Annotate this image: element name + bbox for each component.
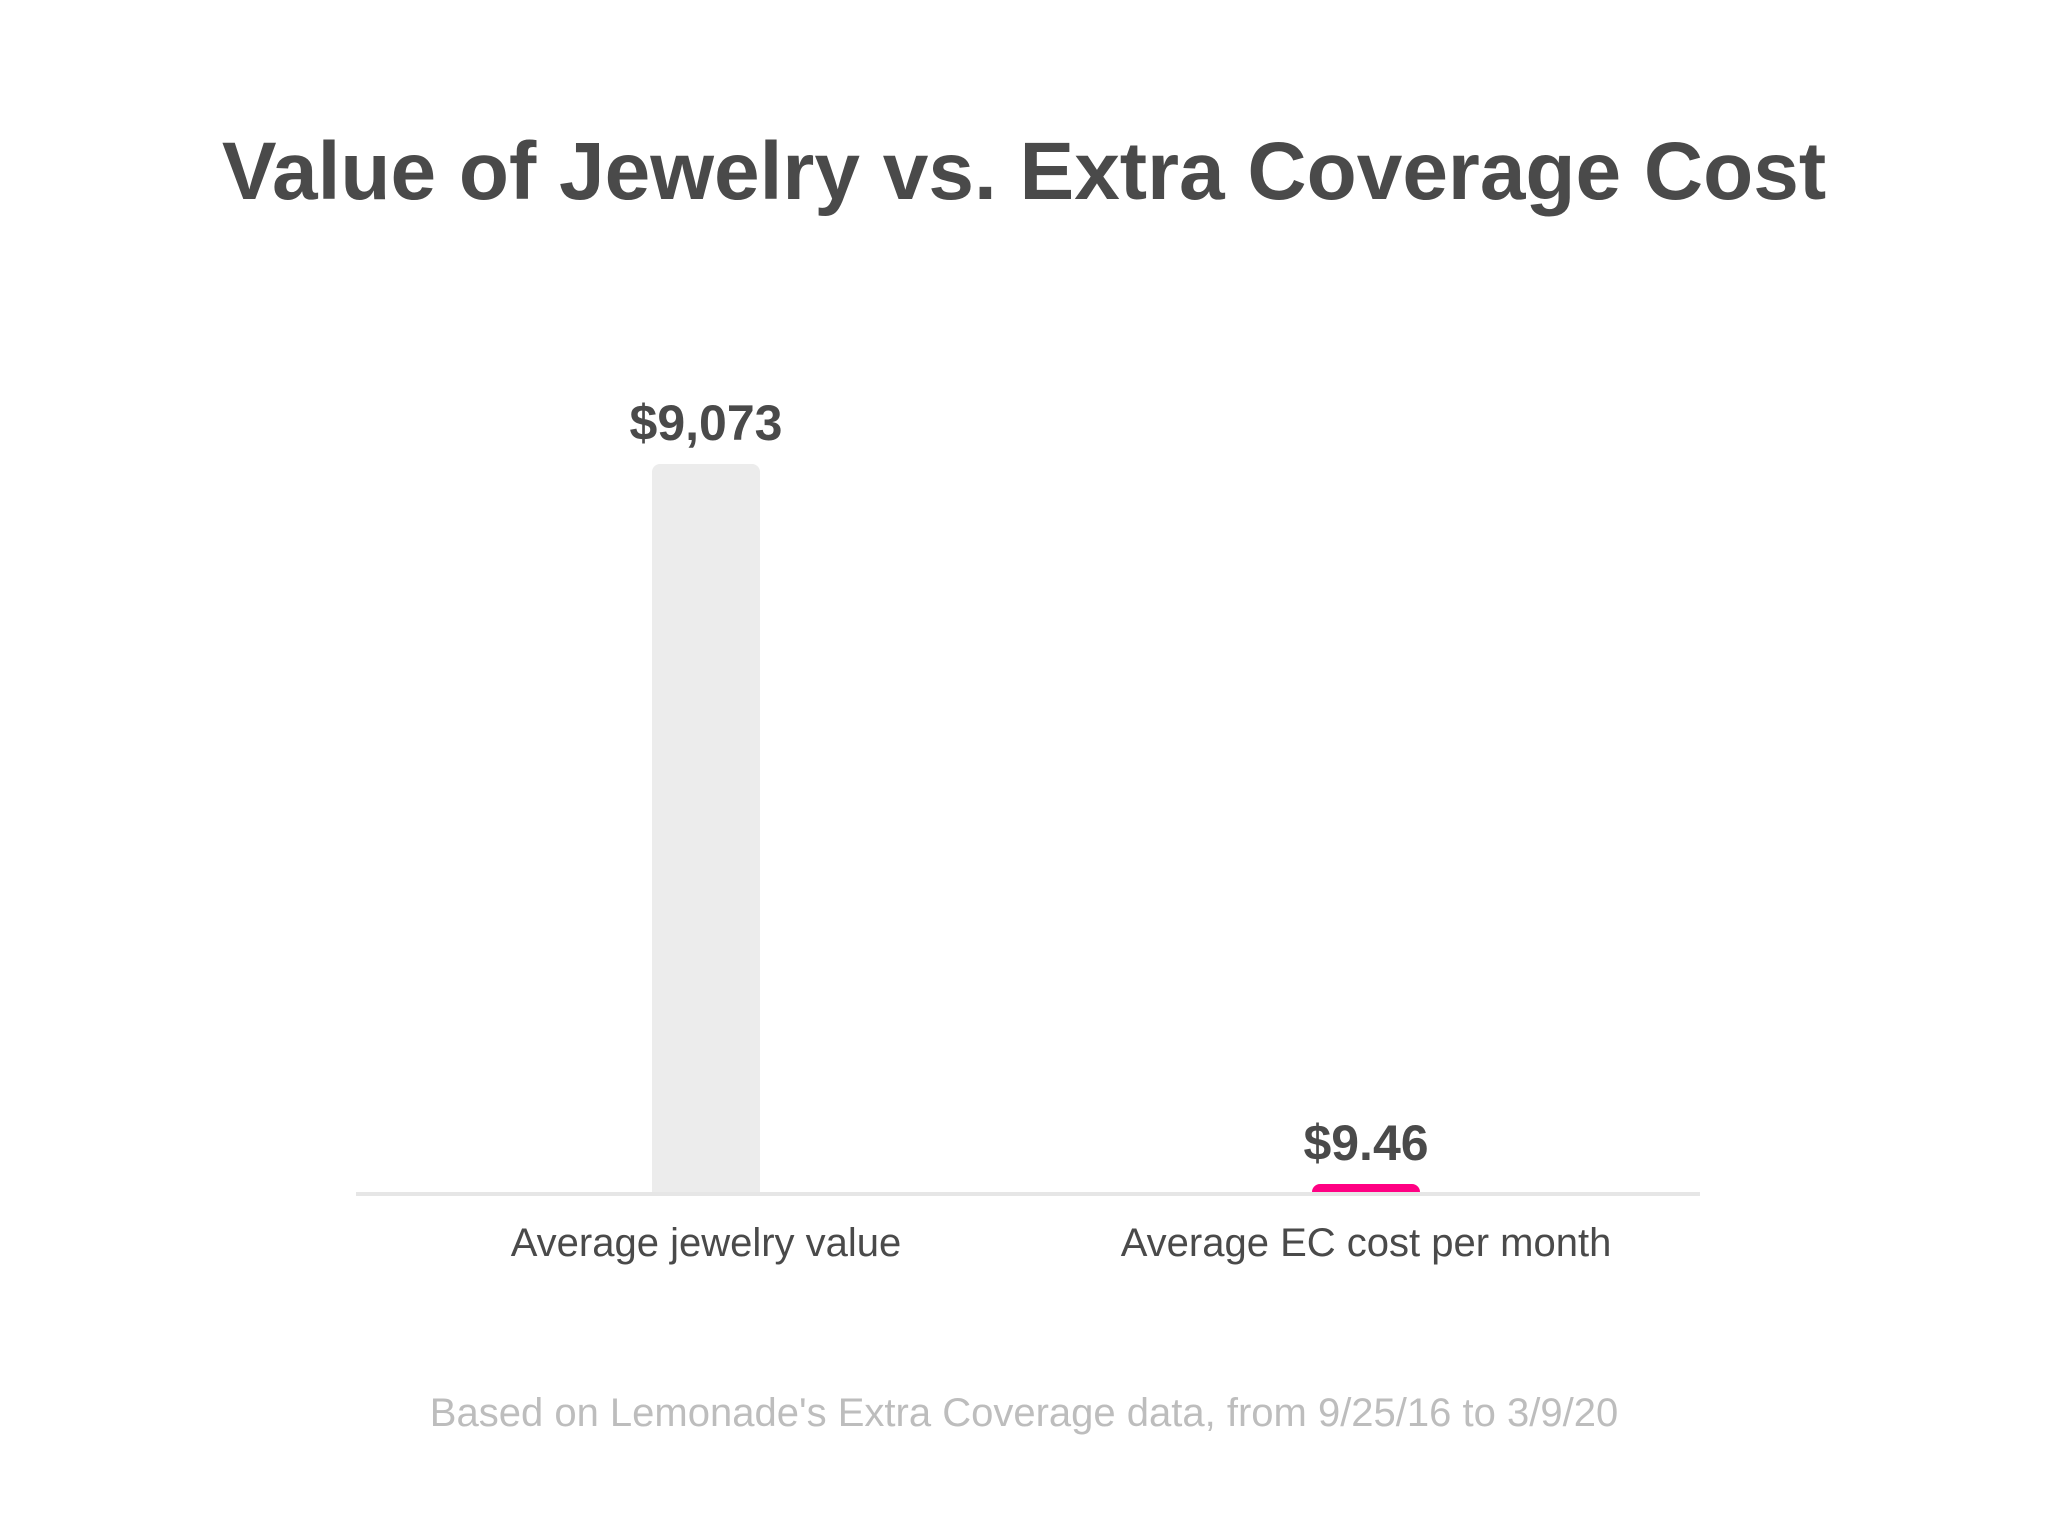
bar-1 [652,464,760,1200]
source-note: Based on Lemonade's Extra Coverage data,… [429,1391,1619,1435]
baseline-mask [356,1194,1700,1204]
bar-value-label: $9.46 [1303,1115,1428,1171]
category-label: Average jewelry value [511,1221,902,1265]
chart-title: Value of Jewelry vs. Extra Coverage Cost [221,126,1827,217]
labels-layer: $9,073 Average jewelry value $9.46 Average … [511,395,1612,1265]
bars-layer [356,464,1700,1204]
category-label: Average EC cost per month [1121,1221,1612,1265]
bar-value-label: $9,073 [630,395,783,451]
